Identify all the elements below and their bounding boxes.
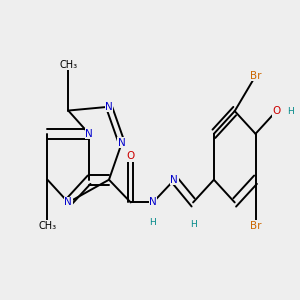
Text: N: N bbox=[118, 138, 126, 148]
Text: O: O bbox=[127, 152, 135, 161]
Text: N: N bbox=[64, 197, 72, 207]
Text: N: N bbox=[170, 175, 178, 185]
Text: O: O bbox=[272, 106, 281, 116]
Text: N: N bbox=[105, 102, 113, 112]
Text: N: N bbox=[149, 197, 157, 207]
Text: H: H bbox=[287, 106, 294, 116]
Text: N: N bbox=[85, 129, 93, 139]
Text: H: H bbox=[190, 220, 196, 229]
Text: H: H bbox=[150, 218, 156, 227]
Text: CH₃: CH₃ bbox=[59, 60, 77, 70]
Text: CH₃: CH₃ bbox=[38, 221, 56, 231]
Text: Br: Br bbox=[250, 71, 261, 81]
Text: Br: Br bbox=[250, 221, 261, 231]
